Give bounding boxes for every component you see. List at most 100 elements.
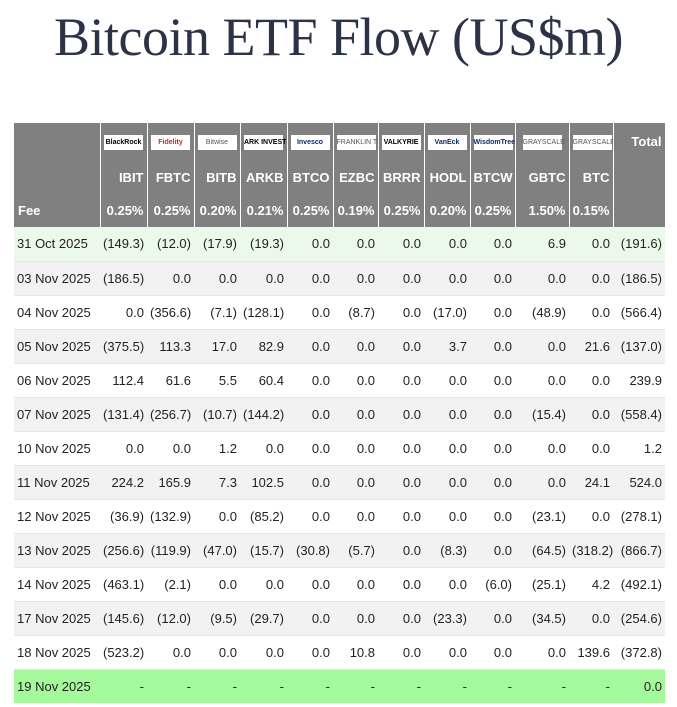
flow-cell: 0.0 bbox=[333, 601, 378, 636]
flow-cell: (48.9) bbox=[515, 295, 569, 330]
fee-value: 0.25% bbox=[378, 194, 425, 227]
flow-cell: 0.0 bbox=[470, 635, 515, 670]
flow-cell: 0.0 bbox=[569, 397, 613, 432]
issuer-logo-cell: Invesco bbox=[287, 123, 334, 160]
flow-cell: 0.0 bbox=[287, 261, 333, 296]
flow-cell: 0.0 bbox=[424, 567, 470, 602]
flow-cell: 0.0 bbox=[424, 499, 470, 534]
fee-value: 0.20% bbox=[194, 194, 241, 227]
flow-cell: 0.0 bbox=[470, 227, 515, 262]
date-cell: 07 Nov 2025 bbox=[14, 397, 100, 432]
flow-cell: 165.9 bbox=[147, 465, 194, 500]
ticker-header: HODL bbox=[424, 160, 471, 194]
flow-cell: 0.0 bbox=[287, 329, 333, 364]
total-cell: (191.6) bbox=[613, 227, 665, 262]
table-row: 05 Nov 2025 (375.5) 113.3 17.0 82.9 0.0 0.0 0.0… bbox=[14, 329, 665, 364]
ticker-header: BTC bbox=[569, 160, 614, 194]
fee-value: 0.25% bbox=[147, 194, 195, 227]
flow-cell: (17.9) bbox=[194, 227, 240, 262]
flow-cell: - bbox=[470, 669, 515, 703]
fee-value: 0.25% bbox=[287, 194, 334, 227]
flow-cell: - bbox=[194, 669, 240, 703]
flow-cell: (23.3) bbox=[424, 601, 470, 636]
flow-cell: 0.0 bbox=[424, 227, 470, 262]
flow-cell: 0.0 bbox=[287, 227, 333, 262]
ticker-header: BTCO bbox=[287, 160, 334, 194]
flow-cell: (19.3) bbox=[240, 227, 287, 262]
issuer-logo-cell: ARK INVEST bbox=[240, 123, 288, 160]
flow-cell: 102.5 bbox=[240, 465, 287, 500]
issuer-logo-cell: Bitwise bbox=[194, 123, 241, 160]
flow-cell: 0.0 bbox=[378, 431, 424, 466]
flow-cell: 82.9 bbox=[240, 329, 287, 364]
flow-cell: 0.0 bbox=[378, 499, 424, 534]
flow-cell: (17.0) bbox=[424, 295, 470, 330]
table-row: 03 Nov 2025 (186.5) 0.0 0.0 0.0 0.0 0.0 0.0 0.0 0… bbox=[14, 261, 665, 296]
flow-cell: (8.7) bbox=[333, 295, 378, 330]
flow-cell: 0.0 bbox=[333, 431, 378, 466]
flow-cell: - bbox=[240, 669, 287, 703]
flow-cell: 139.6 bbox=[569, 635, 613, 670]
flow-cell: 0.0 bbox=[287, 295, 333, 330]
flow-cell: 0.0 bbox=[287, 567, 333, 602]
table-row: 14 Nov 2025 (463.1) (2.1) 0.0 0.0 0.0 0.0 0.0 0.… bbox=[14, 567, 665, 602]
total-cell: (866.7) bbox=[613, 533, 665, 568]
flow-cell: (25.1) bbox=[515, 567, 569, 602]
ticker-header: IBIT bbox=[100, 160, 148, 194]
flow-cell: 112.4 bbox=[100, 363, 147, 398]
table-row: 17 Nov 2025 (145.6) (12.0) (9.5) (29.7) 0.0 0.… bbox=[14, 601, 665, 636]
table-row: 13 Nov 2025 (256.6) (119.9) (47.0) (15.7) (30… bbox=[14, 533, 665, 568]
flow-cell: 0.0 bbox=[194, 635, 240, 670]
fee-value: 0.20% bbox=[424, 194, 471, 227]
flow-cell: 17.0 bbox=[194, 329, 240, 364]
issuer-logo-cell: VanEck bbox=[424, 123, 471, 160]
flow-cell: 5.5 bbox=[194, 363, 240, 398]
fee-value: 0.19% bbox=[333, 194, 379, 227]
ticker-header: BTCW bbox=[470, 160, 516, 194]
ticker-header: BITB bbox=[194, 160, 241, 194]
flow-cell: 0.0 bbox=[378, 533, 424, 568]
flow-cell: (6.0) bbox=[470, 567, 515, 602]
issuer-logo-icon: VALKYRIE bbox=[381, 134, 421, 150]
etf-flow-table: BlackRock Fidelity Bitwise ARK INVEST Invesc… bbox=[14, 123, 666, 703]
flow-cell: - bbox=[424, 669, 470, 703]
flow-cell: - bbox=[569, 669, 613, 703]
issuer-logo-icon: BlackRock bbox=[104, 134, 143, 150]
fee-label: Fee bbox=[14, 194, 101, 227]
flow-cell: (64.5) bbox=[515, 533, 569, 568]
flow-cell: 0.0 bbox=[333, 499, 378, 534]
ticker-header: BRRR bbox=[378, 160, 425, 194]
flow-cell: 0.0 bbox=[470, 363, 515, 398]
total-cell: (566.4) bbox=[613, 295, 665, 330]
flow-cell: 0.0 bbox=[333, 329, 378, 364]
date-cell: 13 Nov 2025 bbox=[14, 533, 100, 568]
issuer-logo-icon: WisdomTree bbox=[473, 134, 514, 150]
flow-cell: (119.9) bbox=[147, 533, 194, 568]
flow-cell: 24.1 bbox=[569, 465, 613, 500]
table-row: 18 Nov 2025 (523.2) 0.0 0.0 0.0 0.0 10.8 0.0 0.0… bbox=[14, 635, 665, 670]
flow-cell: 0.0 bbox=[515, 431, 569, 466]
flow-cell: - bbox=[287, 669, 333, 703]
flow-cell: 0.0 bbox=[147, 261, 194, 296]
flow-cell: (375.5) bbox=[100, 329, 147, 364]
total-cell: (492.1) bbox=[613, 567, 665, 602]
flow-cell: 0.0 bbox=[515, 363, 569, 398]
date-cell: 17 Nov 2025 bbox=[14, 601, 100, 636]
flow-cell: (15.4) bbox=[515, 397, 569, 432]
date-cell: 11 Nov 2025 bbox=[14, 465, 100, 500]
flow-cell: 0.0 bbox=[470, 601, 515, 636]
issuer-logo-cell: VALKYRIE bbox=[378, 123, 425, 160]
date-cell: 14 Nov 2025 bbox=[14, 567, 100, 602]
ticker-header: EZBC bbox=[333, 160, 379, 194]
date-cell: 18 Nov 2025 bbox=[14, 635, 100, 670]
flow-cell: 0.0 bbox=[378, 295, 424, 330]
fee-row: Fee 0.25% 0.25% 0.20% 0.21% 0.25% 0.19% 0.25% 0.… bbox=[14, 194, 666, 227]
flow-cell: - bbox=[147, 669, 194, 703]
flow-cell: 0.0 bbox=[378, 329, 424, 364]
table-row: 10 Nov 2025 0.0 0.0 1.2 0.0 0.0 0.0 0.0 0.0 0.0 0.… bbox=[14, 431, 665, 466]
flow-cell: 10.8 bbox=[333, 635, 378, 670]
flow-cell: 0.0 bbox=[424, 261, 470, 296]
issuer-logo-cell: FRANKLIN TEMPLETON bbox=[333, 123, 379, 160]
flow-cell: 21.6 bbox=[569, 329, 613, 364]
issuer-logo-icon: Bitwise bbox=[197, 134, 237, 150]
